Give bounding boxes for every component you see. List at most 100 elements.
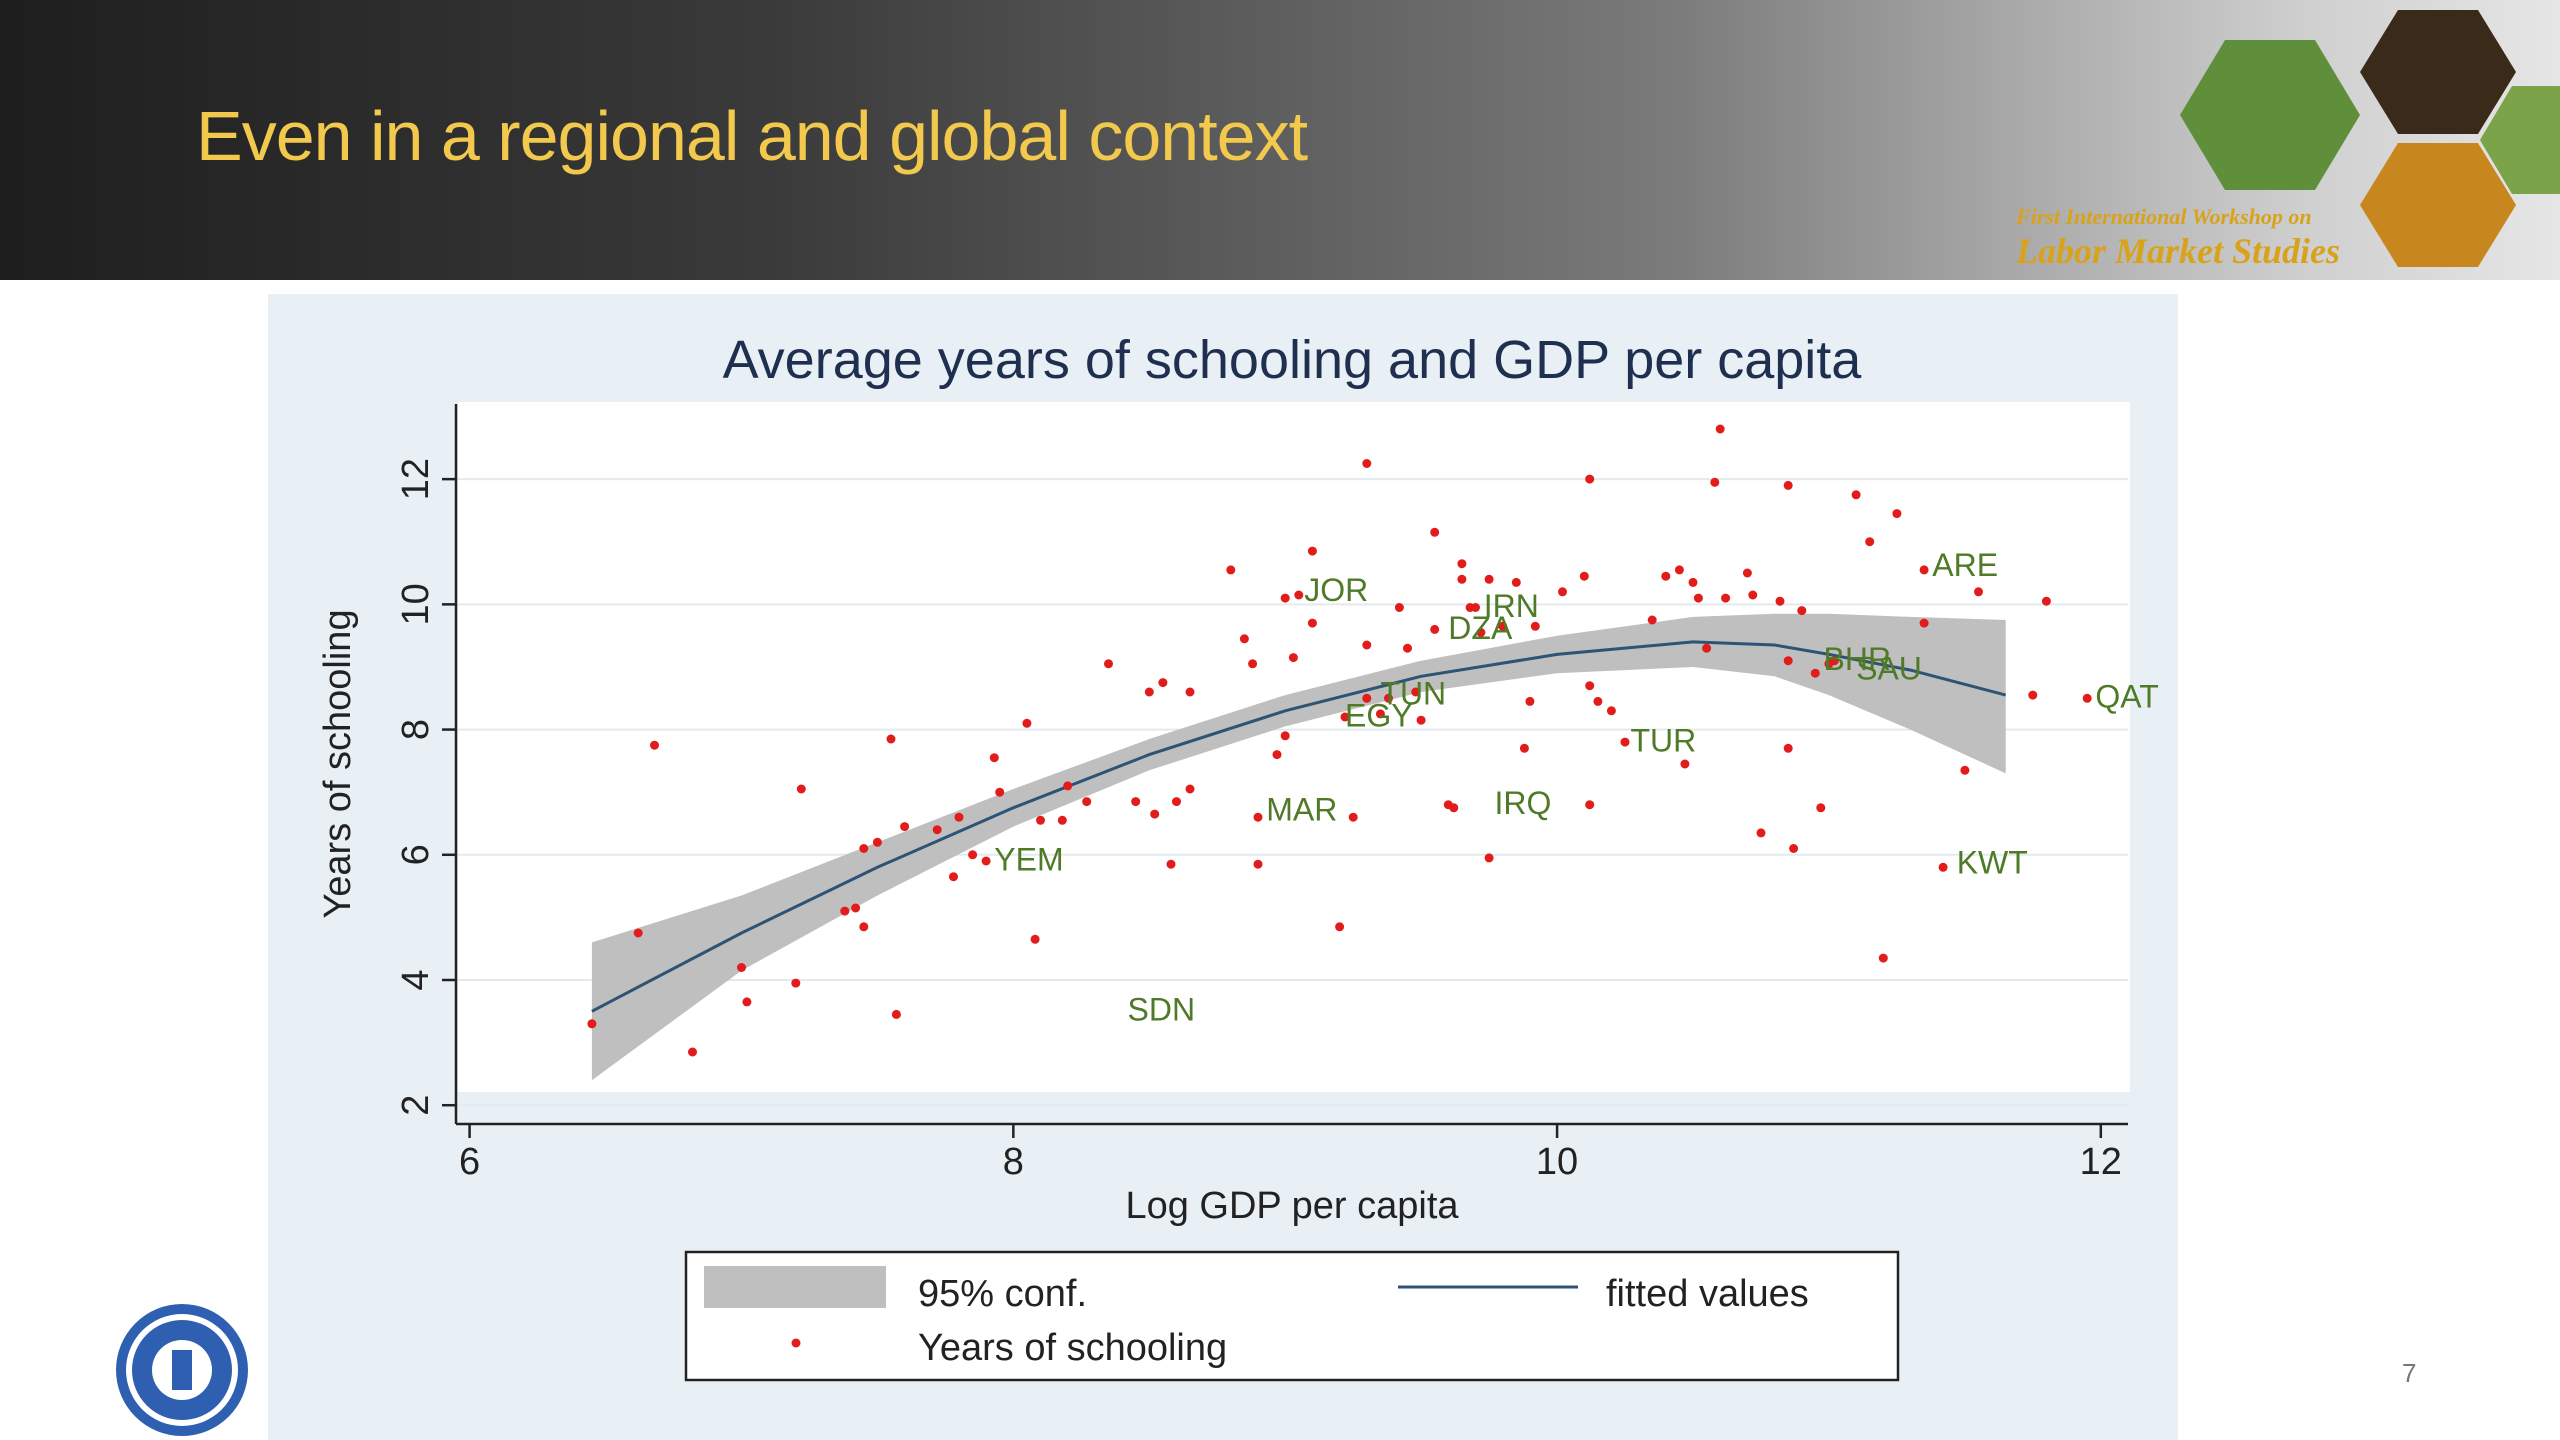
country-label-bhr: BHR — [1824, 641, 1892, 677]
country-label-are: ARE — [1932, 547, 1998, 583]
country-label-irq: IRQ — [1495, 785, 1552, 821]
data-point — [1288, 653, 1298, 663]
data-point — [891, 1009, 901, 1019]
data-point — [633, 928, 643, 938]
x-tick-label: 8 — [1003, 1141, 1024, 1183]
data-point — [1519, 743, 1529, 753]
data-point — [900, 822, 910, 832]
data-point — [1919, 565, 1929, 575]
country-label-tur: TUR — [1631, 723, 1697, 759]
data-point — [1593, 696, 1603, 706]
data-point — [1525, 696, 1535, 706]
data-point — [995, 787, 1005, 797]
data-point — [1362, 693, 1372, 703]
data-point — [1172, 797, 1181, 807]
workshop-line-2: Labor Market Studies — [2015, 231, 2340, 271]
data-point — [1362, 640, 1372, 650]
data-point — [1647, 615, 1657, 625]
slide-header: Even in a regional and global context Fi… — [0, 0, 2560, 280]
workshop-hexagon-logo — [2180, 10, 2560, 267]
data-point — [1394, 603, 1404, 612]
data-point — [1022, 718, 1032, 728]
data-point — [1131, 797, 1141, 807]
data-point — [1783, 656, 1793, 666]
data-point — [1851, 490, 1861, 500]
country-label-mar: MAR — [1266, 791, 1337, 827]
data-point — [1307, 546, 1317, 556]
data-point — [1702, 643, 1712, 653]
data-point — [1030, 934, 1040, 944]
data-point — [1226, 565, 1236, 575]
data-point — [859, 922, 869, 932]
data-point — [587, 1019, 597, 1029]
country-label-sau: SAU — [1856, 651, 1922, 687]
x-tick-label: 12 — [2080, 1141, 2122, 1183]
hexagon-field-image — [2180, 40, 2360, 190]
data-point — [1253, 859, 1263, 869]
country-label-qat: QAT — [2095, 679, 2158, 715]
data-point — [1449, 803, 1459, 813]
data-point — [2028, 690, 2038, 700]
data-point — [1810, 668, 1820, 678]
data-point — [1403, 643, 1412, 653]
plot-area — [458, 402, 2130, 1092]
data-point — [1688, 577, 1698, 587]
data-point — [1797, 606, 1807, 616]
data-point — [742, 997, 752, 1007]
data-point — [1775, 596, 1785, 606]
country-label-dza: DZA — [1448, 610, 1513, 646]
data-point — [989, 753, 999, 763]
legend-ci-swatch — [704, 1266, 886, 1308]
data-point — [872, 837, 882, 847]
university-seal-logo — [116, 1304, 248, 1436]
data-point — [1748, 590, 1758, 600]
data-point — [1280, 593, 1290, 603]
data-point — [1974, 587, 1983, 597]
data-point — [1558, 587, 1567, 597]
data-point — [1579, 571, 1589, 581]
country-label-irn: IRN — [1484, 588, 1539, 624]
country-label-kwt: KWT — [1957, 845, 2028, 881]
data-point — [1878, 953, 1888, 963]
data-point — [1674, 565, 1684, 575]
data-point — [1348, 812, 1358, 822]
data-point — [1430, 527, 1440, 537]
data-point — [1585, 474, 1595, 484]
data-point — [1185, 784, 1195, 794]
data-point — [1280, 731, 1290, 741]
legend-point-swatch — [791, 1338, 801, 1348]
data-point — [1742, 568, 1752, 578]
data-point — [1530, 621, 1540, 631]
data-point — [1457, 559, 1467, 569]
data-point — [1430, 624, 1440, 634]
legend-box — [684, 1250, 1900, 1382]
data-point — [1340, 712, 1350, 722]
data-point — [1104, 659, 1113, 669]
data-point — [1756, 828, 1766, 838]
data-point — [1150, 809, 1160, 819]
data-point — [1715, 424, 1725, 434]
data-point — [688, 1047, 697, 1057]
data-point — [1248, 659, 1258, 669]
data-point — [1783, 743, 1793, 753]
data-point — [859, 844, 869, 853]
y-tick-label: 2 — [395, 1095, 437, 1116]
data-point — [1829, 656, 1839, 666]
data-point — [1384, 693, 1393, 703]
country-label-yem: YEM — [994, 841, 1063, 877]
data-point — [1416, 715, 1426, 725]
x-tick-label: 10 — [1536, 1141, 1578, 1183]
legend: 95% conf. fitted values Years of schooli… — [684, 1250, 1900, 1382]
country-label-sdn: SDN — [1128, 992, 1196, 1028]
data-point — [1585, 800, 1595, 810]
y-axis-label: Years of schooling — [317, 609, 359, 918]
data-point — [1511, 577, 1521, 587]
data-point — [1185, 687, 1195, 697]
data-point — [1335, 922, 1345, 932]
data-point — [1606, 706, 1616, 716]
page-number: 7 — [2402, 1358, 2417, 1388]
data-point — [1484, 574, 1494, 584]
data-point — [1721, 593, 1731, 603]
legend-ci-label: 95% conf. — [918, 1273, 1087, 1315]
x-tick-label: 6 — [459, 1141, 480, 1183]
